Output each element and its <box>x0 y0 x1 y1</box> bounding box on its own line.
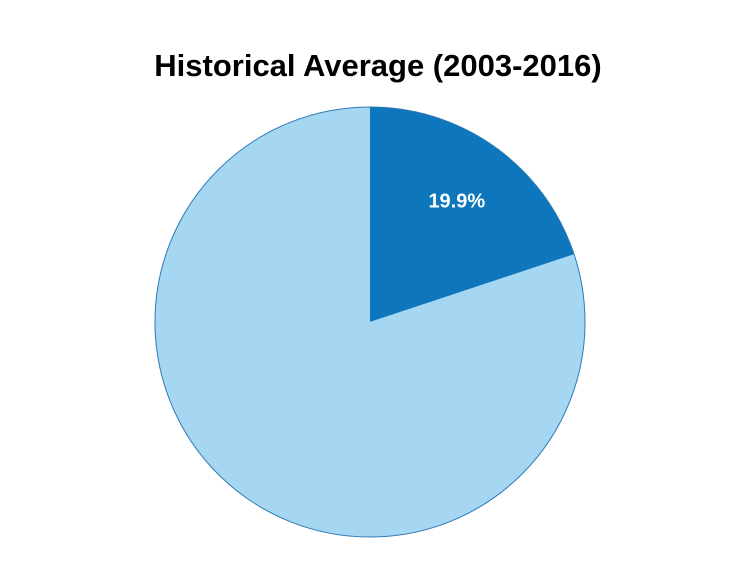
pie-outline <box>154 106 586 538</box>
pie-slice-highlighted-share <box>370 107 575 322</box>
chart-title: Historical Average (2003-2016) <box>154 48 602 83</box>
pie-slice-label: 19.9% <box>428 191 485 213</box>
pie-slice-remainder-share <box>155 107 586 537</box>
